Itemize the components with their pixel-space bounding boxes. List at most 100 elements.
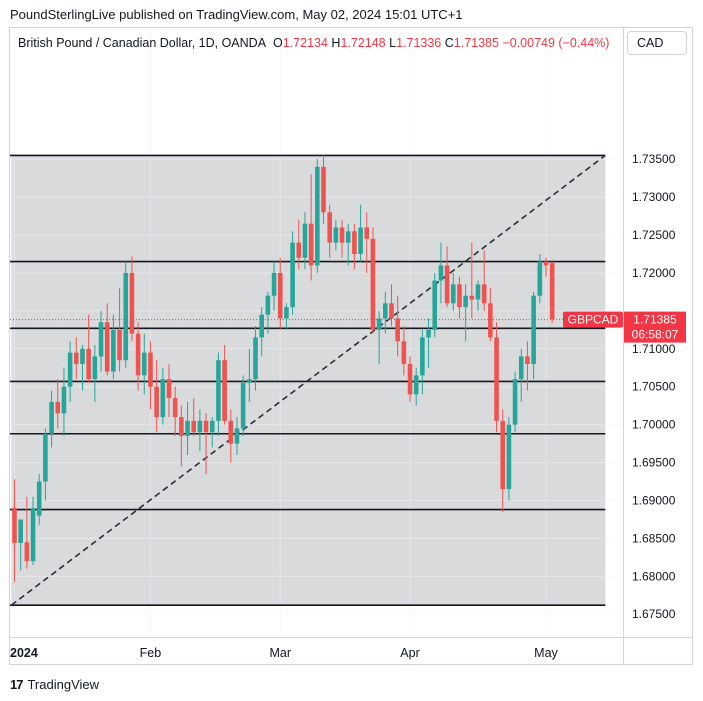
candle-body xyxy=(253,337,258,380)
candle xyxy=(104,303,110,376)
y-tick-label: 1.73000 xyxy=(632,190,676,204)
candle xyxy=(315,159,320,273)
candle xyxy=(420,329,425,395)
candle-body xyxy=(86,348,91,380)
candle-body xyxy=(203,420,209,433)
candle xyxy=(148,341,153,410)
y-tick-label: 1.72500 xyxy=(632,228,676,242)
legend: British Pound / Canadian Dollar, 1D, OAN… xyxy=(18,36,609,50)
candle-body xyxy=(98,322,104,357)
y-tick-label: 1.68000 xyxy=(632,569,676,583)
symbol-tag-label: GBPCAD xyxy=(568,313,619,327)
tradingview-logo[interactable]: 17 TradingView xyxy=(10,677,99,692)
legend-h-label: H xyxy=(331,36,341,50)
candle-body xyxy=(148,352,153,387)
candle xyxy=(531,291,536,380)
candle xyxy=(358,204,363,262)
candle-body xyxy=(271,272,277,296)
axes: 1.73500 1.73000 1.72500 1.72000 1.71000 1.705… xyxy=(9,27,693,665)
candle xyxy=(123,261,129,368)
y-tick-label: 1.73500 xyxy=(632,152,676,166)
candle xyxy=(228,409,234,463)
candle-body xyxy=(432,280,438,330)
candle xyxy=(395,295,400,357)
candle-body xyxy=(284,307,289,319)
candle xyxy=(296,219,302,270)
candle xyxy=(12,479,17,583)
candle-body xyxy=(179,417,184,437)
candle-body xyxy=(352,231,357,255)
legend-l-value: 1.71336 xyxy=(396,36,442,50)
candle xyxy=(500,409,506,512)
candle-body xyxy=(277,272,283,319)
candle xyxy=(160,367,166,425)
y-tick-label: 1.72000 xyxy=(632,266,676,280)
candle-body xyxy=(531,295,536,364)
candle xyxy=(537,254,543,304)
candle xyxy=(197,409,203,452)
y-tick-label: 1.68500 xyxy=(632,531,676,545)
candle-body xyxy=(302,223,308,258)
candle-body xyxy=(36,481,42,516)
candle xyxy=(74,337,79,380)
candle-body xyxy=(321,166,326,213)
candle xyxy=(265,291,271,334)
chart-frame xyxy=(9,27,693,665)
x-tick-label: Apr xyxy=(400,646,419,660)
price-tag-countdown: 06:58:07 xyxy=(632,328,679,342)
candle xyxy=(290,231,295,315)
candle-body xyxy=(401,341,407,364)
candle xyxy=(43,428,48,501)
candle xyxy=(364,212,370,273)
y-tick-label: 1.70000 xyxy=(632,418,676,432)
y-tick-label: 1.67500 xyxy=(632,607,676,621)
y-tick-label: 1.69000 xyxy=(632,493,676,507)
candle-body xyxy=(383,303,388,319)
legend-o-label: O xyxy=(273,36,283,50)
publish-header: PoundSterlingLive published on TradingVi… xyxy=(10,7,463,22)
candle-body xyxy=(74,352,79,364)
legend-change: −0.00749 (−0.44%) xyxy=(502,36,610,50)
candle xyxy=(36,473,42,525)
candle xyxy=(469,242,475,319)
candle-body xyxy=(537,261,543,296)
candle-body xyxy=(265,295,271,315)
candle-body xyxy=(247,379,252,383)
candle xyxy=(370,227,376,334)
candle-body xyxy=(525,356,530,364)
candle-body xyxy=(358,227,363,255)
candle xyxy=(549,261,555,324)
candle-body xyxy=(308,223,314,266)
x-tick-label: 2024 xyxy=(10,646,38,660)
candle xyxy=(166,363,172,418)
candle-body xyxy=(506,424,512,490)
legend-h-value: 1.72148 xyxy=(340,36,386,50)
candle xyxy=(129,256,135,342)
y-tick-label: 1.69500 xyxy=(632,456,676,470)
candle-body xyxy=(18,519,23,543)
candle-body xyxy=(30,508,36,562)
candle xyxy=(141,333,147,395)
dashed-trendline xyxy=(10,154,606,606)
candle xyxy=(92,345,98,402)
candle-body xyxy=(370,238,376,330)
candle-body xyxy=(129,272,135,334)
legend-c-label: C xyxy=(444,36,454,50)
candle-body xyxy=(407,363,413,395)
candle xyxy=(506,417,512,501)
candle-body xyxy=(216,360,221,421)
tradingview-logo-text: TradingView xyxy=(27,677,100,692)
candle-body xyxy=(463,295,468,308)
candle xyxy=(86,314,91,383)
candle xyxy=(191,398,197,437)
candle-body xyxy=(80,348,85,364)
candle-body xyxy=(135,333,141,376)
candle xyxy=(67,341,73,402)
candle xyxy=(494,322,499,433)
candle-body xyxy=(117,329,122,361)
x-tick-label: May xyxy=(534,646,558,660)
currency-selector[interactable]: CAD xyxy=(627,31,687,55)
candle-body xyxy=(12,508,17,543)
candle xyxy=(339,219,345,258)
